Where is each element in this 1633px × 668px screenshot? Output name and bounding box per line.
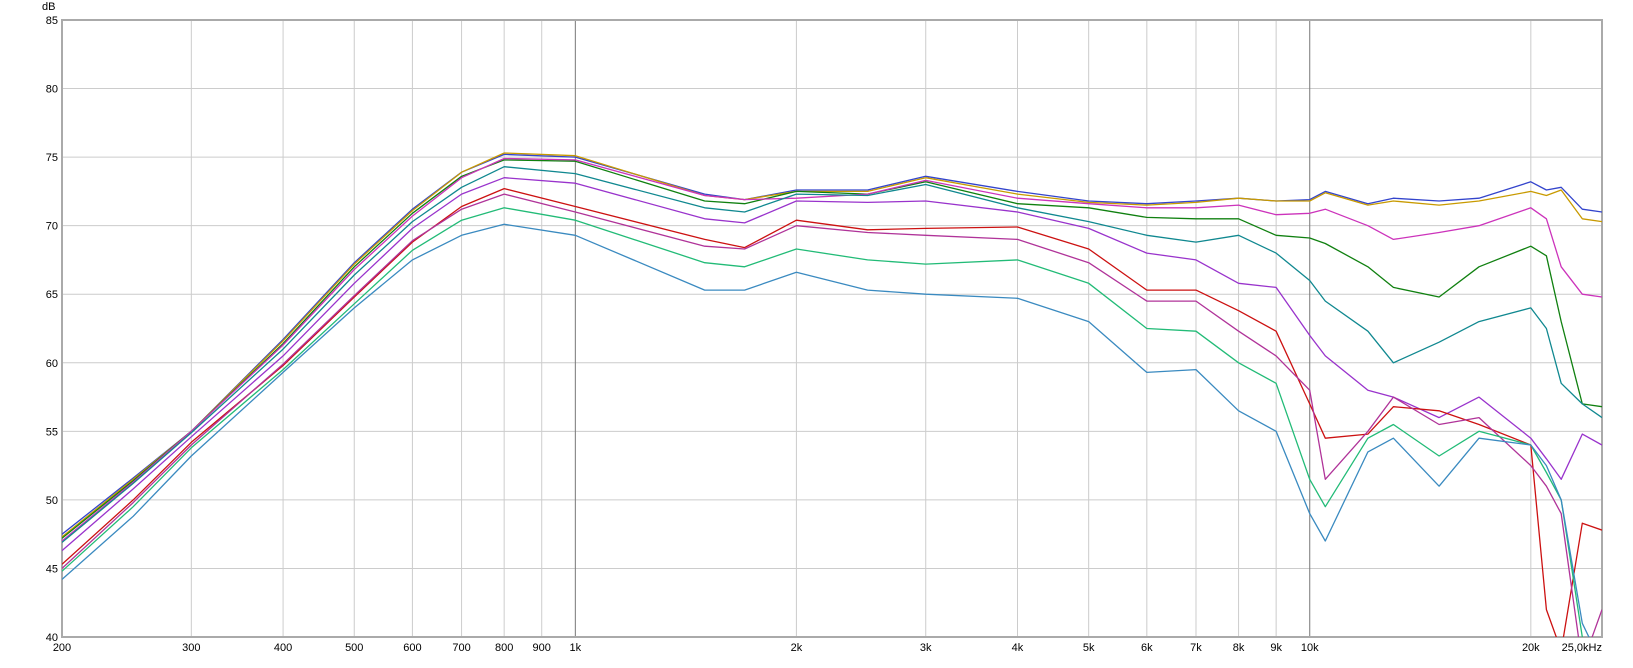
series-line bbox=[62, 223, 1590, 637]
x-tick-label: 800 bbox=[495, 642, 513, 654]
x-tick-label: 7k bbox=[1190, 642, 1202, 654]
series-line bbox=[62, 177, 1602, 552]
x-tick-label: 2k bbox=[791, 642, 803, 654]
series-line bbox=[62, 193, 1602, 637]
plot-border bbox=[61, 19, 1603, 638]
x-tick-label: 500 bbox=[345, 642, 363, 654]
x-tick-label: 400 bbox=[274, 642, 292, 654]
series-line bbox=[62, 207, 1584, 637]
y-tick-label: 55 bbox=[46, 426, 58, 438]
series-line bbox=[62, 159, 1602, 539]
x-tick-label: 3k bbox=[920, 642, 932, 654]
x-tick-label: 200 bbox=[53, 642, 71, 654]
x-tick-label: 600 bbox=[403, 642, 421, 654]
y-tick-label: 40 bbox=[46, 632, 58, 644]
y-tick-label: 70 bbox=[46, 221, 58, 233]
x-tick-label: 9k bbox=[1270, 642, 1282, 654]
series-line bbox=[62, 153, 1602, 535]
y-tick-label: 85 bbox=[46, 15, 58, 27]
y-tick-label: 60 bbox=[46, 358, 58, 370]
x-tick-label: 4k bbox=[1012, 642, 1024, 654]
series-line bbox=[62, 157, 1602, 542]
x-tick-label: 700 bbox=[452, 642, 470, 654]
x-tick-label: 300 bbox=[182, 642, 200, 654]
series-line bbox=[62, 152, 1602, 538]
y-tick-label: 80 bbox=[46, 84, 58, 96]
x-tick-label: 8k bbox=[1233, 642, 1245, 654]
x-tick-label: 5k bbox=[1083, 642, 1095, 654]
x-tick-label: 25,0kHz bbox=[1562, 642, 1602, 654]
x-tick-label: 900 bbox=[533, 642, 551, 654]
plot-area bbox=[62, 20, 1602, 637]
y-tick-label: 45 bbox=[46, 563, 58, 575]
series-line bbox=[62, 166, 1602, 543]
y-tick-label: 75 bbox=[46, 152, 58, 164]
x-tick-label: 6k bbox=[1141, 642, 1153, 654]
y-axis-label: dB bbox=[42, 1, 55, 13]
x-tick-label: 20k bbox=[1522, 642, 1540, 654]
y-tick-label: 65 bbox=[46, 289, 58, 301]
series-line bbox=[62, 187, 1602, 637]
x-tick-label: 10k bbox=[1301, 642, 1319, 654]
lines bbox=[62, 152, 1602, 637]
y-tick-label: 50 bbox=[46, 495, 58, 507]
x-tick-label: 1k bbox=[570, 642, 582, 654]
